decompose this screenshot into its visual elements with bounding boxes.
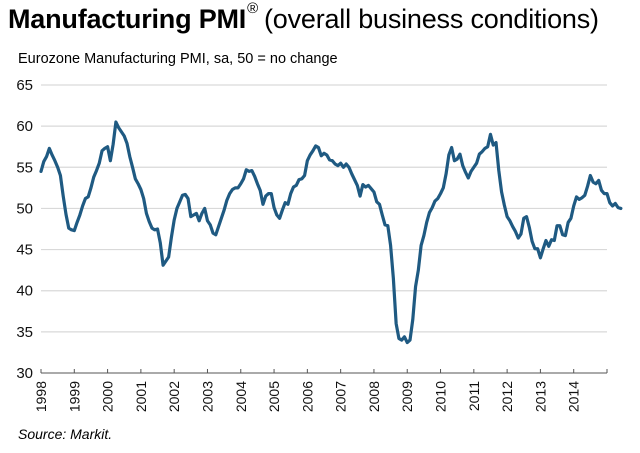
x-tick-label: 2003	[199, 381, 215, 412]
y-tick-label: 65	[16, 77, 33, 94]
chart-title: Manufacturing PMI® (overall business cond…	[8, 0, 599, 35]
x-tick-label: 2014	[566, 381, 582, 412]
x-tick-label: 1998	[33, 381, 49, 412]
x-tick-label: 2012	[499, 381, 515, 412]
chart-subtitle: Eurozone Manufacturing PMI, sa, 50 = no …	[18, 51, 338, 67]
x-tick-label: 2000	[100, 381, 116, 412]
y-tick-label: 60	[16, 118, 33, 135]
x-axis: 1998 1999 2000 2001 2002 2003 2004 2005 2006 2007…	[33, 369, 608, 412]
x-tick-label: 1999	[66, 381, 82, 412]
x-tick-label: 2001	[133, 381, 149, 412]
series-layer	[39, 120, 623, 345]
y-tick-label: 45	[16, 242, 33, 259]
x-tick-label: 2007	[333, 381, 349, 412]
registered-trademark-mark: ®	[247, 0, 258, 17]
x-tick-label: 2010	[433, 381, 449, 412]
chart-title-main: Manufacturing PMI	[8, 4, 247, 34]
x-tick-label: 2011	[466, 381, 482, 411]
y-tick-label: 30	[16, 365, 33, 382]
chart-title-suffix: (overall business conditions)	[263, 4, 599, 34]
x-tick-label: 2006	[299, 381, 315, 412]
x-tick-label: 2002	[166, 381, 182, 412]
y-tick-label: 55	[16, 159, 33, 176]
chart-source-note: Source: Markit.	[18, 426, 113, 442]
x-tick-label: 2013	[532, 381, 548, 412]
x-tick-label: 2009	[399, 381, 415, 412]
y-tick-label: 35	[16, 324, 33, 341]
x-tick-label: 2004	[233, 381, 249, 412]
x-tick-label: 2005	[266, 381, 282, 412]
series-line-eurozone-pmi	[39, 120, 623, 345]
y-axis-tick-labels: 30 35 40 45 50 55 60 65	[16, 77, 33, 382]
y-tick-label: 50	[16, 200, 33, 217]
gridlines	[41, 84, 607, 333]
y-tick-label: 40	[16, 283, 33, 300]
x-tick-label: 2008	[366, 381, 382, 412]
